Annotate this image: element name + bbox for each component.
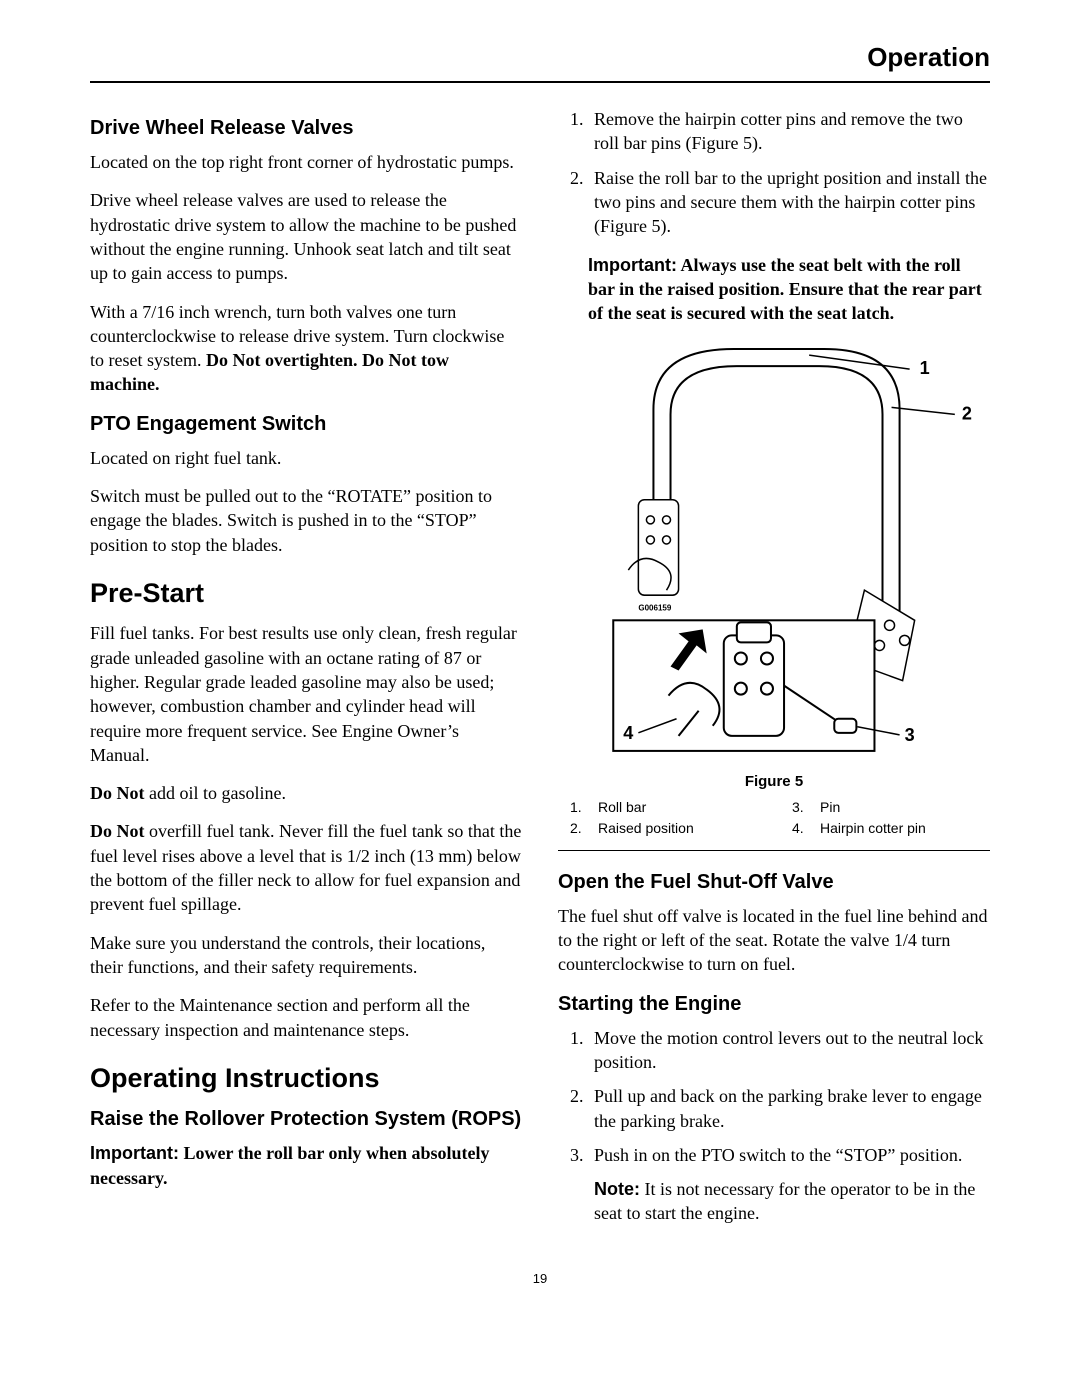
legend-num: 1. [570, 798, 588, 817]
svg-text:G006159: G006159 [638, 604, 672, 613]
body-text: The fuel shut off valve is located in th… [558, 904, 990, 977]
page-number: 19 [90, 1270, 990, 1288]
body-text: With a 7/16 inch wrench, turn both valve… [90, 300, 522, 397]
important-note: Important: Lower the roll bar only when … [90, 1141, 522, 1190]
body-text: Located on the top right front corner of… [90, 150, 522, 174]
text-run: add oil to gasoline. [145, 783, 286, 803]
heading-fuel-valve: Open the Fuel Shut-Off Valve [558, 869, 990, 896]
left-column: Drive Wheel Release Valves Located on th… [90, 107, 522, 1240]
legend-row: 3. Pin [792, 798, 990, 817]
important-label: Important: [588, 255, 677, 275]
header-title: Operation [867, 42, 990, 72]
page-header: Operation [90, 40, 990, 83]
list-item: Raise the roll bar to the upright positi… [588, 166, 990, 239]
body-text: Drive wheel release valves are used to r… [90, 188, 522, 285]
text-run: overfill fuel tank. Never fill the fuel … [90, 821, 521, 914]
heading-pre-start: Pre-Start [90, 575, 522, 611]
figure-caption: Figure 5 [558, 772, 990, 792]
body-text: Do Not add oil to gasoline. [90, 781, 522, 805]
heading-drive-wheel: Drive Wheel Release Valves [90, 115, 522, 142]
right-column: Remove the hairpin cotter pins and remov… [558, 107, 990, 1240]
text-bold: Do Not [90, 821, 145, 841]
separator [558, 850, 990, 851]
svg-text:1: 1 [920, 359, 930, 379]
legend-text: Roll bar [598, 798, 646, 817]
note-text: It is not necessary for the operator to … [594, 1179, 975, 1223]
heading-operating-instructions: Operating Instructions [90, 1060, 522, 1096]
heading-pto: PTO Engagement Switch [90, 411, 522, 438]
important-label: Important: [90, 1143, 179, 1163]
legend-row: 4. Hairpin cotter pin [792, 819, 990, 838]
heading-rops: Raise the Rollover Protection System (RO… [90, 1106, 522, 1133]
important-note: Important: Always use the seat belt with… [558, 253, 990, 326]
note: Note: It is not necessary for the operat… [594, 1177, 990, 1226]
body-text: Do Not overfill fuel tank. Never fill th… [90, 819, 522, 916]
rops-diagram-icon: 1 2 G006159 [558, 339, 990, 761]
legend-row: 2. Raised position [570, 819, 768, 838]
heading-start-engine: Starting the Engine [558, 991, 990, 1018]
body-text: Located on right fuel tank. [90, 446, 522, 470]
text-run: Push in on the PTO switch to the “STOP” … [594, 1145, 962, 1165]
list-item: Remove the hairpin cotter pins and remov… [588, 107, 990, 156]
body-text: Fill fuel tanks. For best results use on… [90, 621, 522, 767]
legend-col: 3. Pin 4. Hairpin cotter pin [792, 798, 990, 840]
rops-steps: Remove the hairpin cotter pins and remov… [558, 107, 990, 238]
legend-text: Raised position [598, 819, 694, 838]
start-engine-steps: Move the motion control levers out to th… [558, 1026, 990, 1226]
text-bold: Do Not [90, 783, 145, 803]
svg-text:2: 2 [962, 404, 972, 424]
list-item: Move the motion control levers out to th… [588, 1026, 990, 1075]
note-label: Note: [594, 1179, 640, 1199]
svg-text:4: 4 [623, 723, 633, 743]
figure-legend: 1. Roll bar 2. Raised position 3. Pin 4. [558, 798, 990, 840]
legend-text: Pin [820, 798, 840, 817]
svg-text:3: 3 [905, 725, 915, 745]
content-columns: Drive Wheel Release Valves Located on th… [90, 107, 990, 1240]
legend-num: 2. [570, 819, 588, 838]
list-item: Pull up and back on the parking brake le… [588, 1084, 990, 1133]
legend-text: Hairpin cotter pin [820, 819, 926, 838]
list-item: Push in on the PTO switch to the “STOP” … [588, 1143, 990, 1226]
body-text: Switch must be pulled out to the “ROTATE… [90, 484, 522, 557]
legend-col: 1. Roll bar 2. Raised position [570, 798, 768, 840]
legend-row: 1. Roll bar [570, 798, 768, 817]
figure-5: 1 2 G006159 [558, 339, 990, 839]
body-text: Refer to the Maintenance section and per… [90, 993, 522, 1042]
legend-num: 4. [792, 819, 810, 838]
legend-num: 3. [792, 798, 810, 817]
body-text: Make sure you understand the controls, t… [90, 931, 522, 980]
